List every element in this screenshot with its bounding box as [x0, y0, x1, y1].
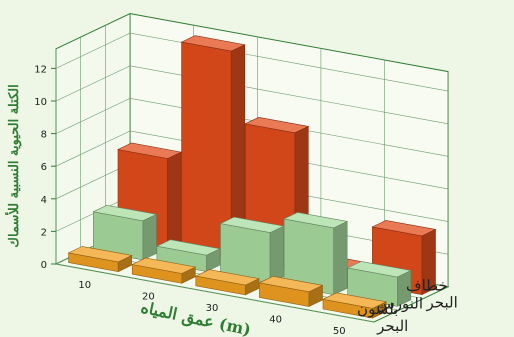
bar-0-4	[322, 292, 388, 319]
x-axis-title: عمق المياه (m)	[139, 298, 253, 337]
bar-top-face	[67, 246, 133, 263]
y-tick-label: 10	[34, 97, 47, 108]
x-tick-label: 10	[78, 280, 91, 291]
y-axis-title: الكتلة الحيوية النسبية للأسماك	[5, 84, 22, 247]
bar-0-0	[67, 246, 133, 273]
bar-side-face	[142, 213, 157, 261]
y-tick-label: 2	[41, 227, 47, 238]
bar-top-face	[92, 204, 158, 222]
floor-gridline	[55, 263, 375, 323]
y-tick-label: 8	[41, 130, 47, 141]
bar-top-face	[371, 220, 437, 237]
y-tick-label: 12	[34, 64, 47, 75]
bar-top-face	[322, 292, 388, 309]
chart-bars	[67, 35, 437, 319]
bar-top-face	[131, 257, 197, 274]
y-tick-label: 4	[41, 195, 47, 206]
bar-top-face	[194, 269, 260, 286]
series-label: بلشون البحر	[357, 300, 408, 335]
bar-side-face	[167, 151, 182, 249]
x-tick-label: 50	[333, 326, 346, 337]
x-tick-label: 30	[206, 303, 219, 314]
bar-top-face	[180, 35, 246, 52]
bar-top-face	[258, 275, 324, 293]
series-label: النورس	[376, 294, 423, 312]
x-tick-label: 20	[142, 291, 155, 302]
bar-top-face	[283, 212, 349, 229]
bar-0-2	[194, 269, 260, 296]
bar-top-face	[117, 142, 183, 159]
x-tick-label: 40	[269, 315, 282, 326]
bar-1-0	[92, 204, 158, 261]
bar-top-face	[219, 216, 285, 233]
bar-1-3	[283, 212, 349, 296]
bar-1-1	[155, 239, 221, 272]
bar-top-face	[346, 261, 412, 278]
bar-side-face	[269, 225, 284, 284]
y-tick-label: 0	[41, 260, 47, 271]
series-label: خطاف البحر	[406, 277, 458, 312]
bar-side-face	[333, 220, 348, 296]
bar-top-face	[244, 116, 310, 134]
bar-1-4	[346, 261, 412, 307]
bar-top-face	[155, 239, 221, 256]
y-tick-label: 6	[41, 162, 47, 173]
bar-0-3	[258, 275, 324, 307]
bar-0-1	[131, 257, 197, 284]
bar-2-1	[180, 35, 246, 261]
bar-1-2	[219, 216, 285, 284]
